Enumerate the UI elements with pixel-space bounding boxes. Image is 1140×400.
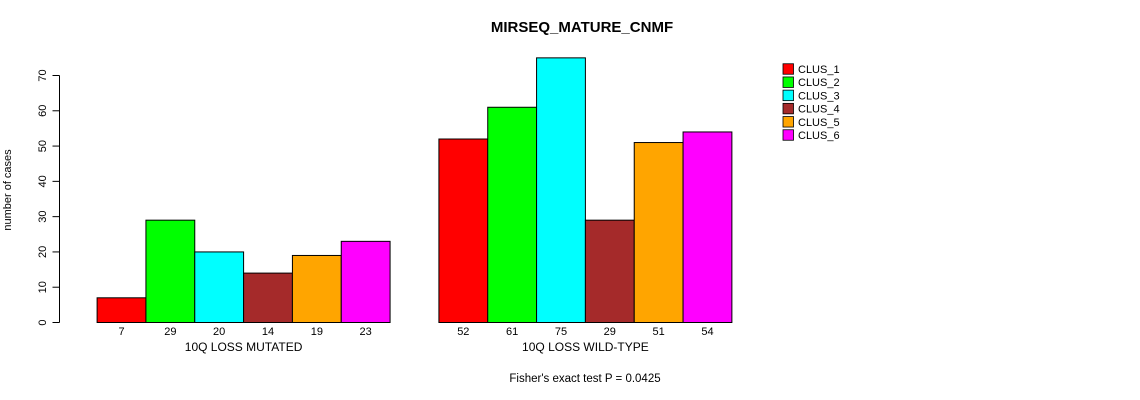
fisher-test-note: Fisher's exact test P = 0.0425 [509, 373, 660, 385]
bar-clus_3-group2 [536, 57, 586, 324]
legend-swatch-clus_6 [782, 129, 794, 141]
bar-value-label: 7 [118, 326, 124, 338]
bar-value-label: 52 [457, 326, 469, 338]
chart-title: MIRSEQ_MATURE_CNMF [491, 19, 673, 36]
y-axis-tick-label: 50 [37, 140, 49, 152]
bar-clus_1-group2 [438, 138, 489, 323]
bar-clus_6-group2 [682, 131, 733, 323]
legend-swatch-clus_1 [782, 63, 794, 75]
bar-value-label: 20 [213, 326, 225, 338]
group-label: 10Q LOSS WILD-TYPE [522, 340, 649, 354]
bar-clus_1-group1 [96, 297, 147, 323]
y-axis-tick-label: 20 [37, 246, 49, 258]
bar-value-label: 14 [262, 326, 274, 338]
bar-value-label: 29 [164, 326, 176, 338]
bar-value-label: 54 [701, 326, 713, 338]
bar-groups: 7 29 20 14 19 23 10Q LOSS MUTATED 52 61 75 29 51 54 1… [96, 57, 733, 354]
y-axis-tick-label: 40 [37, 175, 49, 187]
bar-clus_4-group2 [584, 219, 635, 323]
legend-label: CLUS_2 [798, 77, 840, 89]
legend-label: CLUS_3 [798, 90, 840, 102]
bar-clus_2-group1 [145, 219, 196, 323]
bar-clus_2-group2 [487, 106, 538, 324]
legend-swatch-clus_5 [782, 116, 794, 128]
legend-swatch-clus_3 [782, 89, 794, 102]
bar-value-label: 75 [555, 326, 567, 338]
bar-value-label: 19 [311, 326, 323, 338]
bar-value-label: 51 [653, 326, 665, 338]
legend-label: CLUS_6 [798, 130, 840, 142]
bar-value-label: 23 [360, 326, 372, 338]
group-label: 10Q LOSS MUTATED [185, 340, 303, 354]
y-axis-tick-label: 0 [37, 319, 49, 325]
bar-clus_3-group1 [194, 251, 245, 323]
y-axis-tick-label: 60 [37, 105, 49, 117]
y-axis-tick-label: 10 [37, 281, 49, 293]
bar-clus_5-group2 [633, 142, 684, 323]
y-axis: 0 10 20 30 40 50 60 70 [37, 69, 60, 326]
legend-label: CLUS_1 [798, 64, 840, 76]
y-axis-tick-label: 30 [37, 211, 49, 223]
bar-value-label: 61 [506, 326, 518, 338]
legend-swatch-clus_2 [782, 76, 794, 88]
bar-value-label: 29 [604, 326, 616, 338]
bar-clus_4-group1 [243, 272, 293, 324]
legend-swatch-clus_4 [782, 102, 794, 115]
y-axis-title: number of cases [2, 149, 14, 231]
legend-label: CLUS_5 [798, 117, 840, 129]
y-axis-tick-label: 70 [37, 69, 49, 81]
bar-clus_5-group1 [291, 254, 342, 324]
bar-clus_6-group1 [340, 240, 391, 323]
legend-label: CLUS_4 [798, 104, 840, 116]
